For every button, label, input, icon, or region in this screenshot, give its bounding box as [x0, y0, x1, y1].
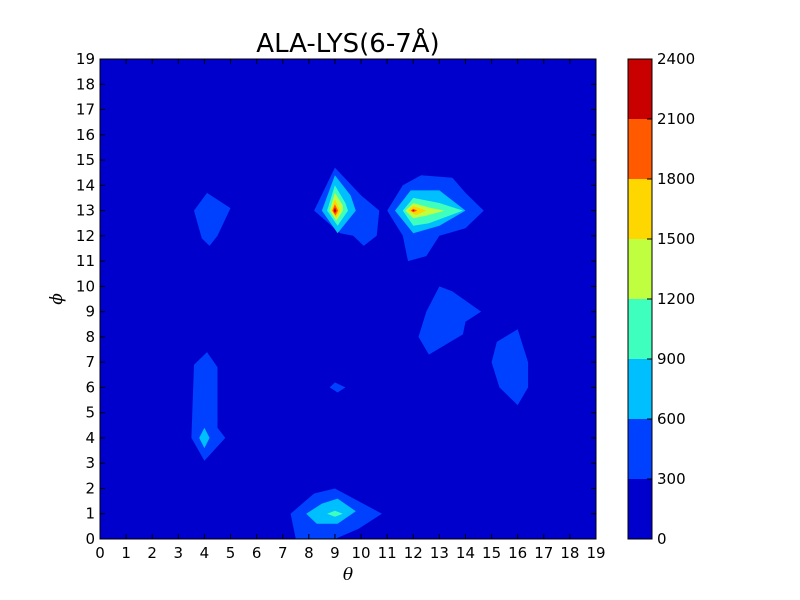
contour-peak-9-13-level-3 [327, 510, 343, 517]
contour-peak-12-13-level-7 [412, 209, 415, 212]
colorbar-tick-label: 2400 [657, 50, 695, 68]
y-tick-label: 2 [85, 479, 95, 497]
x-tick-label: 8 [304, 544, 314, 562]
y-tick-label: 7 [85, 353, 95, 371]
x-tick-label: 16 [508, 544, 527, 562]
colorbar-segment [628, 359, 652, 419]
y-tick-label: 3 [85, 454, 95, 472]
x-tick-label: 14 [456, 544, 475, 562]
contour-peak-9-13-level-1 [191, 352, 226, 461]
colorbar-tick-label: 0 [657, 530, 667, 548]
colorbar-tick-label: 1500 [657, 230, 695, 248]
x-tick-label: 15 [482, 544, 501, 562]
x-tick-label: 13 [430, 544, 449, 562]
x-tick-label: 6 [252, 544, 262, 562]
x-tick-label: 12 [404, 544, 423, 562]
y-tick-label: 10 [76, 277, 95, 295]
y-tick-label: 17 [76, 101, 95, 119]
contour-peak-9-13-level-7 [333, 207, 337, 214]
x-tick-label: 9 [330, 544, 340, 562]
colorbar-segment [628, 119, 652, 179]
x-tick-label: 1 [121, 544, 131, 562]
contour-peak-9-13-level-1 [329, 382, 346, 393]
colorbar: 0 300 600 900 1200 1500 1800 2100 2400 [627, 50, 695, 548]
y-tick-label: 15 [76, 151, 95, 169]
x-tick-label: 7 [278, 544, 288, 562]
colorbar-tick-label: 900 [657, 350, 686, 368]
y-tick-label: 19 [76, 50, 95, 68]
plot-frame [99, 58, 597, 540]
x-axis-label: θ [343, 565, 353, 585]
colorbar-segment [628, 299, 652, 359]
y-tick-label: 0 [85, 530, 95, 548]
colorbar-segment [628, 239, 652, 299]
plot-area [99, 58, 597, 540]
contour-peak-16-7-level-1 [491, 329, 529, 406]
contour-peak-12-13-level-5 [408, 206, 427, 216]
x-tick-label: 0 [95, 544, 105, 562]
y-tick-label: 14 [76, 176, 95, 194]
y-tick-label: 9 [85, 303, 95, 321]
y-axis-label: ϕ [47, 293, 67, 305]
contour-peak-9-13-level-2 [306, 498, 356, 524]
y-tick-label: 6 [85, 378, 95, 396]
y-tick-label: 4 [85, 429, 95, 447]
y-tick-label: 16 [76, 126, 95, 144]
y-tick-label: 12 [76, 227, 95, 245]
y-tick-label: 5 [85, 404, 95, 422]
x-tick-label: 18 [560, 544, 579, 562]
contour-peak-13-9-level-1 [418, 286, 482, 355]
x-tick-label: 3 [174, 544, 184, 562]
colorbar-tick-label: 1800 [657, 170, 695, 188]
colorbar-tick-label: 600 [657, 410, 686, 428]
colorbar-segment [628, 419, 652, 479]
colorbar-tick-label: 300 [657, 470, 686, 488]
x-tick-label: 19 [586, 544, 605, 562]
x-tick-label: 2 [147, 544, 157, 562]
contour-peak-9-13-level-2 [199, 427, 210, 449]
colorbar-segment [628, 479, 652, 539]
chart-title: ALA-LYS(6-7Å) [256, 27, 439, 59]
colorbar-segment [628, 59, 652, 119]
colorbar-tick-label: 1200 [657, 290, 695, 308]
x-tick-label: 4 [200, 544, 210, 562]
colorbar-segment [628, 179, 652, 239]
x-axis: 0 1 2 3 4 5 6 7 8 9 10 11 12 13 14 15 16 17 18 19 [95, 59, 606, 562]
colorbar-tick-label: 2100 [657, 110, 695, 128]
y-tick-label: 11 [76, 252, 95, 270]
plot-background [100, 59, 596, 539]
contour-peak-9-13-level-1 [194, 192, 231, 246]
x-tick-label: 17 [534, 544, 553, 562]
y-tick-label: 13 [76, 202, 95, 220]
contour-regions [191, 167, 529, 539]
y-tick-label: 1 [85, 505, 95, 523]
y-tick-label: 18 [76, 75, 95, 93]
x-tick-label: 5 [226, 544, 236, 562]
x-tick-label: 11 [378, 544, 397, 562]
x-tick-label: 10 [352, 544, 371, 562]
y-tick-label: 8 [85, 328, 95, 346]
